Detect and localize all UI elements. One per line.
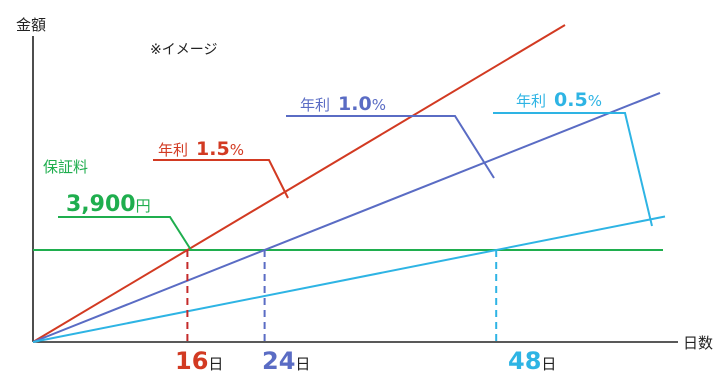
leader-rate-10 bbox=[286, 115, 495, 179]
image-note: ※イメージ bbox=[150, 42, 217, 58]
x-tick-24: 24日 bbox=[262, 347, 310, 372]
x-tick-24-value: 24 bbox=[262, 347, 295, 372]
label-rate-10-prefix: 年利 bbox=[300, 96, 330, 114]
fee-leader bbox=[58, 216, 192, 251]
x-tick-24-unit: 日 bbox=[295, 355, 310, 372]
fee-amount-unit: 円 bbox=[136, 197, 151, 215]
label-rate-15: 年利 1.5% bbox=[158, 138, 244, 160]
series-line-rate-05 bbox=[32, 215, 666, 343]
x-tick-16: 16日 bbox=[175, 347, 223, 372]
x-tick-48-value: 48 bbox=[508, 347, 541, 372]
y-axis-label: 金額 bbox=[16, 16, 46, 34]
x-tick-48-unit: 日 bbox=[541, 355, 556, 372]
label-rate-10: 年利 1.0% bbox=[300, 93, 386, 115]
fee-amount-number: 3,900 bbox=[66, 192, 136, 217]
x-tick-16-unit: 日 bbox=[208, 355, 223, 372]
label-rate-05-pct: % bbox=[588, 92, 602, 110]
label-rate-15-prefix: 年利 bbox=[158, 141, 188, 159]
series-line-rate-10 bbox=[32, 92, 661, 343]
label-rate-15-value: 1.5 bbox=[196, 138, 230, 160]
x-tick-48: 48日 bbox=[508, 347, 556, 372]
label-rate-15-pct: % bbox=[230, 141, 244, 159]
fee-amount: 3,900円 bbox=[66, 192, 151, 217]
label-rate-05: 年利 0.5% bbox=[516, 89, 602, 111]
label-rate-05-prefix: 年利 bbox=[516, 92, 546, 110]
series-line-rate-15 bbox=[32, 24, 566, 343]
x-axis-label: 日数 bbox=[683, 334, 713, 352]
label-rate-10-pct: % bbox=[372, 96, 386, 114]
leader-rate-15 bbox=[153, 159, 289, 199]
label-rate-10-value: 1.0 bbox=[338, 93, 372, 115]
label-rate-05-value: 0.5 bbox=[554, 89, 588, 111]
leader-rate-05 bbox=[493, 112, 653, 227]
x-tick-16-value: 16 bbox=[175, 347, 208, 372]
fee-caption: 保証料 bbox=[43, 158, 88, 176]
